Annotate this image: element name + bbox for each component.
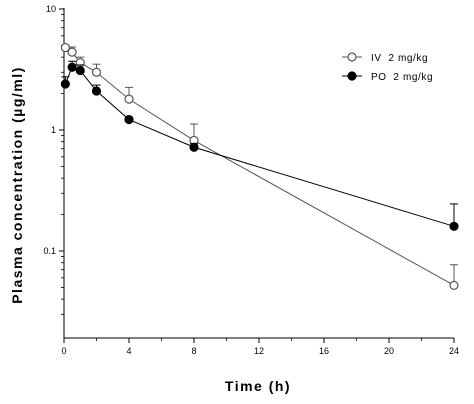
x-tick-label: 4 bbox=[126, 346, 131, 356]
legend: IV 2 mg/kg PO 2 mg/kg bbox=[342, 52, 433, 83]
ticks: 10 1 0.1 0 4 8 12 16 20 24 bbox=[43, 4, 459, 356]
data-point bbox=[91, 86, 102, 96]
y-tick-label: 10 bbox=[46, 4, 56, 14]
x-tick-label: 12 bbox=[254, 346, 264, 356]
data-point bbox=[189, 142, 199, 152]
y-axis-title: Plasma concentration (µg/ml) bbox=[9, 66, 25, 304]
x-tick-label: 8 bbox=[191, 346, 196, 356]
y-tick-label: 1 bbox=[51, 125, 56, 135]
x-tick-label: 20 bbox=[384, 346, 394, 356]
data-point bbox=[60, 42, 70, 53]
legend-label-iv: IV 2 mg/kg bbox=[371, 53, 428, 64]
series-line bbox=[64, 66, 455, 227]
series-layer bbox=[60, 42, 459, 290]
y-tick-label: 0.1 bbox=[43, 246, 56, 256]
legend-label-po: PO 2 mg/kg bbox=[371, 72, 433, 83]
series-po bbox=[60, 60, 459, 231]
series-line bbox=[65, 47, 455, 286]
x-tick-label: 24 bbox=[449, 346, 459, 356]
x-axis-title: Time (h) bbox=[225, 378, 291, 394]
legend-marker-iv bbox=[347, 52, 357, 62]
data-point bbox=[67, 47, 77, 57]
data-point bbox=[124, 94, 134, 104]
legend-marker-po bbox=[347, 71, 357, 81]
data-point bbox=[449, 221, 459, 231]
data-point bbox=[60, 79, 70, 89]
x-tick-label: 16 bbox=[319, 346, 329, 356]
data-point bbox=[67, 62, 77, 72]
x-tick-label: 0 bbox=[61, 346, 66, 356]
series-iv bbox=[60, 42, 459, 290]
data-point bbox=[91, 67, 102, 77]
data-point bbox=[75, 65, 85, 76]
data-point bbox=[449, 280, 459, 290]
data-point bbox=[124, 114, 134, 125]
